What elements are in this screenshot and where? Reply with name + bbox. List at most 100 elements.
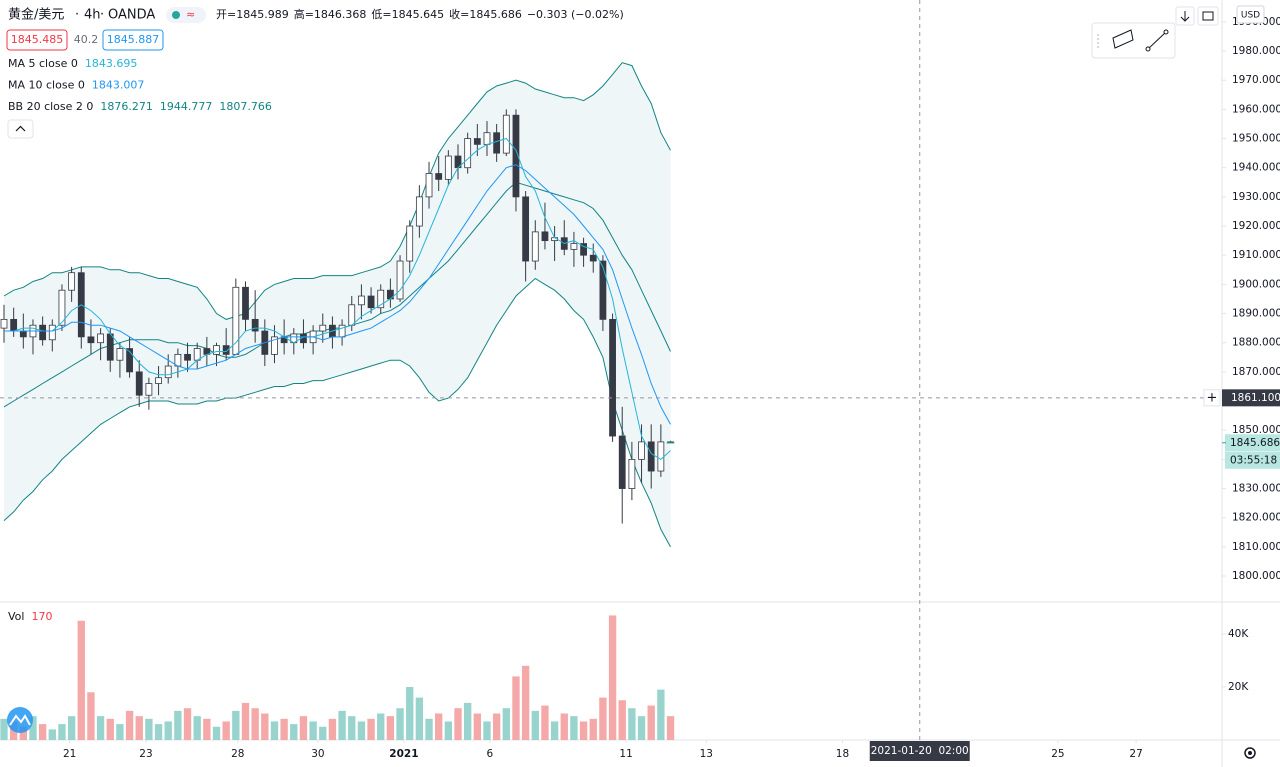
candle-body [618,435,626,489]
ohlc-item: 低=1845.645 [371,8,444,21]
y-tick-label: 1950.000 [1232,133,1280,145]
volume-bar [328,718,337,740]
candle-body [58,289,66,326]
volume-bar [550,721,559,740]
trend-line-tool[interactable] [1147,31,1167,50]
reset-button[interactable] [1197,6,1219,26]
crosshair-plus-box[interactable] [1203,389,1221,407]
y-tick-label: 1930.000 [1232,191,1280,203]
legend-value: 1843.007 [92,79,145,92]
volume-bar [241,702,250,740]
collapse-button[interactable] [7,119,34,139]
volume-bar [319,726,327,740]
volume-bar [425,718,433,740]
volume-legend: Vol 170 [8,610,52,623]
volume-bar [270,721,279,740]
candle-body [87,336,95,344]
buy-box[interactable] [102,29,164,51]
x-tick-label: 11 [619,748,632,760]
band-upper [3,62,671,320]
volume-bar [492,713,501,740]
volume-bar [338,710,346,740]
legend-row: MA 5 close 0 1843.695 [8,57,137,70]
volume-bar [637,716,646,740]
legend-name: MA 5 close 0 [8,57,78,70]
overlay: 黄金/美元 · 4h · OANDA ≈ 开=1845.989 高=1846.36… [6,5,1265,759]
source: OANDA [108,8,155,23]
candle-body [435,173,443,180]
candle-body [425,173,433,198]
candle-body [145,383,153,396]
volume-bar [666,716,675,740]
candle-body [647,441,655,472]
legend-value: 170 [31,610,52,623]
volume-bar [560,713,568,740]
x-tick-label: 18 [836,748,849,760]
legend-value: 1876.271 [100,100,153,113]
volume-bar [396,708,404,740]
volume-bar [58,724,66,740]
market-open-dot [172,11,180,19]
countdown: 03:55:18 [1230,454,1277,466]
candle-body [657,441,665,472]
currency-badge[interactable] [1236,5,1265,24]
candle-body [570,243,578,250]
spread: 40.2 [74,33,99,46]
volume-bar [618,700,626,740]
volume-bar [212,726,221,740]
volume-bar [367,718,375,740]
volume-bar [647,705,655,740]
x-tick-label: 30 [311,748,324,760]
ma-line [4,164,671,425]
volume-bar [232,710,240,740]
volume-bar [608,615,617,740]
candle-body [251,318,259,332]
crosshair-price-box [1222,389,1280,407]
candle-body [589,254,597,262]
candle-body [367,295,375,309]
volume-bar [386,716,395,740]
bid[interactable]: 1845.485 [11,33,64,46]
ohlc-header: 开=1845.989 高=1846.368 低=1845.645 收=1845.686… [216,7,624,21]
x-tick-label: 27 [1129,748,1142,760]
volume-bar [473,713,481,740]
settings-center [1248,751,1252,755]
ohlc-item: 高=1846.368 [294,7,367,21]
currency: USD [1241,11,1260,21]
sell-box[interactable] [6,29,68,51]
volume-bar [406,687,414,740]
candle-body [628,458,636,489]
legend-name: MA 10 close 0 [8,79,85,92]
settings-button[interactable] [1244,747,1256,759]
volume-bar [415,697,424,740]
y-tick-label: 1900.000 [1232,278,1280,290]
ask[interactable]: 1845.887 [107,33,160,46]
volume-bar [570,716,578,740]
candle-body [126,348,133,373]
last-price-box [1225,434,1280,452]
crosshair-date: 2021-01-20 02:00 [871,745,969,757]
delay-icon: ≈ [186,8,195,21]
volume-bar [628,708,636,740]
crosshair-date-box [869,741,970,761]
volume-bar [183,708,192,740]
candle-body [164,365,172,379]
volume-bar [512,676,520,740]
reset-icon [1202,11,1214,21]
volume-bar [579,721,588,740]
channel-tool[interactable] [1112,29,1134,49]
volume-bar [77,620,85,740]
x-tick-label: 21 [63,748,76,760]
volume-bar [67,716,76,740]
legend-row: MA 10 close 0 1843.007 [8,79,144,92]
dot: · [75,8,79,23]
drawing-toolbar [1091,22,1176,59]
volume-bar [38,724,47,740]
candle-body [464,138,472,169]
candle-body [348,304,356,326]
volume-bar [116,724,124,740]
legend-name: Vol [8,610,24,623]
candle-body [358,295,365,306]
